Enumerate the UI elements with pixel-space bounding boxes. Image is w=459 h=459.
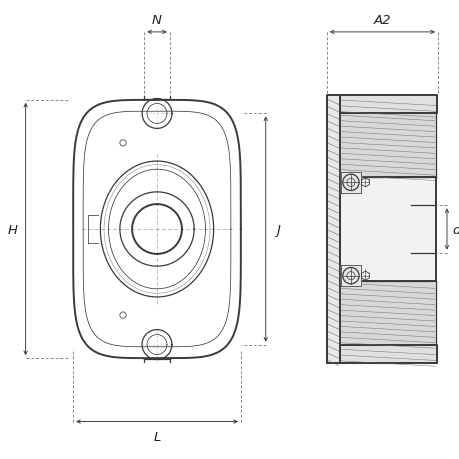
Polygon shape — [339, 178, 435, 281]
Polygon shape — [340, 173, 360, 193]
Polygon shape — [326, 96, 339, 363]
Polygon shape — [340, 266, 360, 286]
Polygon shape — [339, 281, 435, 345]
Polygon shape — [339, 96, 436, 114]
Text: d: d — [452, 223, 459, 236]
Polygon shape — [339, 345, 436, 363]
Text: L: L — [153, 430, 160, 442]
Polygon shape — [339, 114, 435, 178]
Text: N: N — [152, 14, 162, 27]
Text: A2: A2 — [373, 14, 390, 27]
Text: J: J — [276, 223, 280, 236]
Text: H: H — [8, 223, 18, 236]
